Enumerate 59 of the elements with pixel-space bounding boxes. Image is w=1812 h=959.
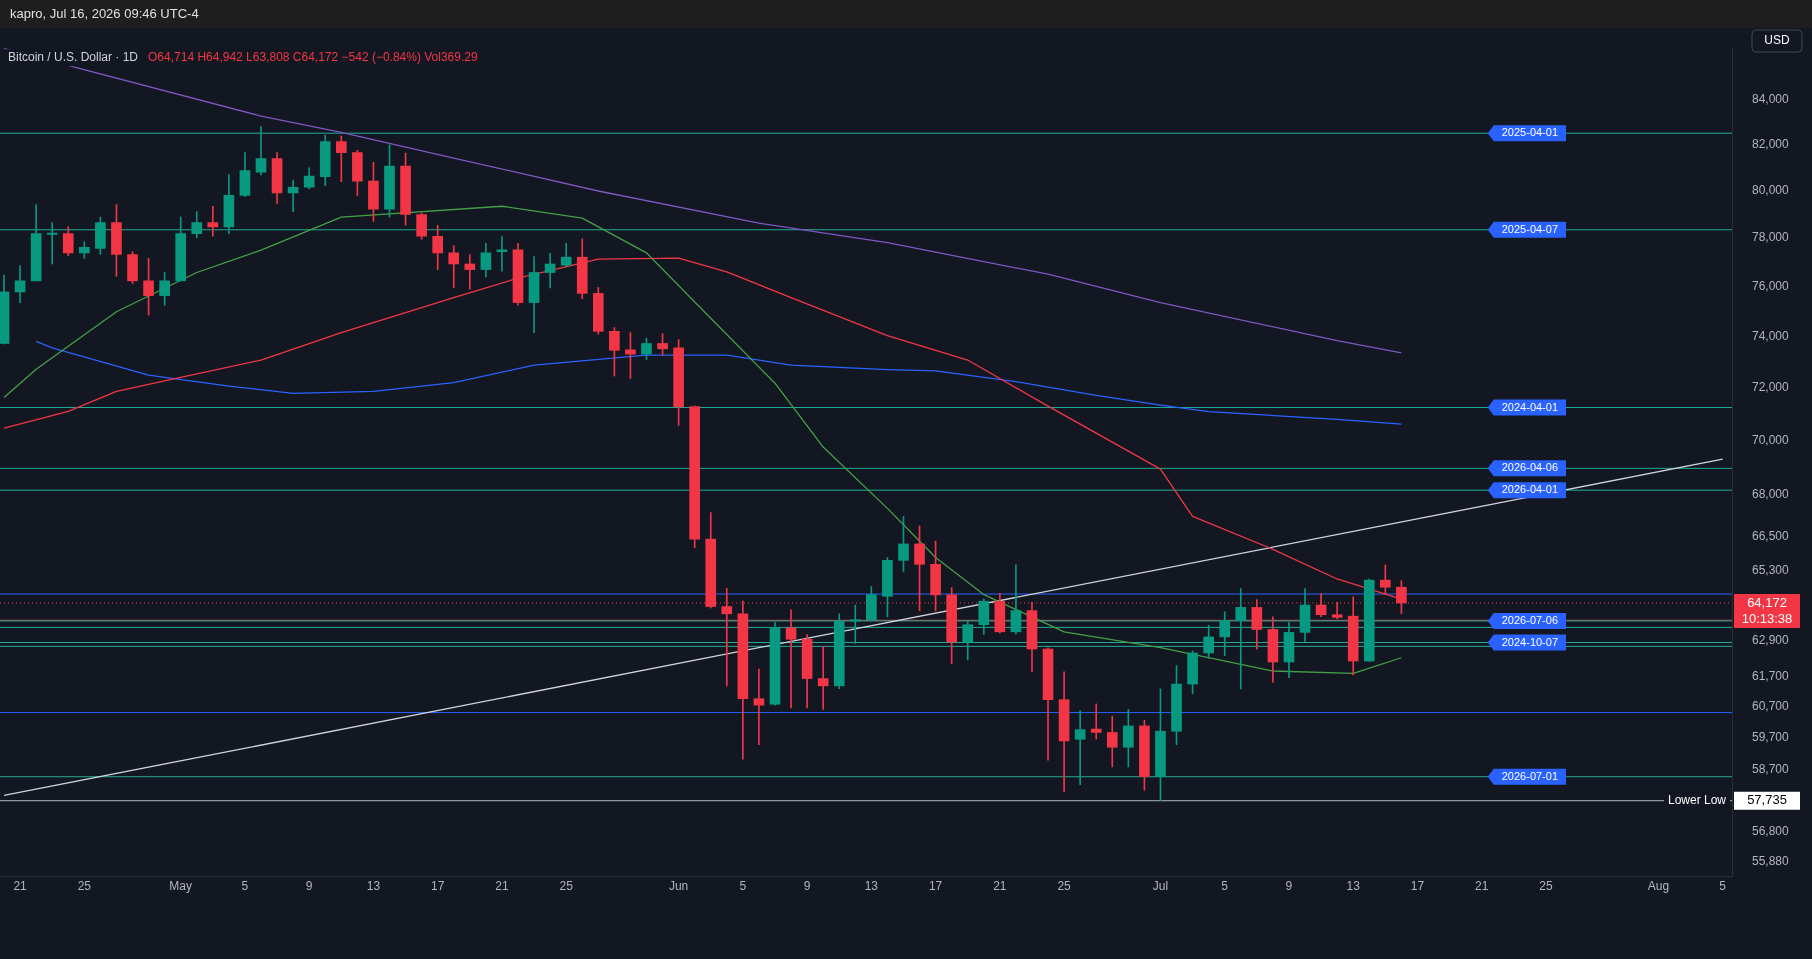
x-tick-label: 5 (241, 879, 249, 894)
x-tick-label: Aug (1647, 879, 1670, 894)
x-tick-label: 9 (305, 879, 313, 894)
x-tick-label: Jun (668, 879, 689, 894)
x-tick-label: 21 (495, 879, 509, 894)
y-tick-label: 58,700 (1752, 762, 1790, 777)
y-tick-label: 61,700 (1752, 668, 1790, 683)
ref-line-label: 64,172 (1747, 594, 1787, 610)
annotation: 2025-04-01 (1501, 126, 1559, 139)
x-tick-label: 25 (1539, 879, 1553, 894)
y-tick-label: 72,000 (1752, 379, 1790, 394)
annotation: 2026-07-01 (1501, 769, 1559, 782)
y-tick-label: 68,000 (1752, 486, 1790, 501)
x-tick-label: 21 (1475, 879, 1489, 894)
y-tick-label: 84,000 (1752, 91, 1790, 106)
y-tick-label: 78,000 (1752, 230, 1790, 245)
x-tick-label: 25 (559, 879, 574, 894)
x-tick-label: 21 (993, 879, 1007, 894)
y-tick-label: 60,700 (1752, 699, 1790, 714)
annotation: Lower Low (1667, 793, 1727, 808)
x-tick-label: 9 (803, 879, 811, 894)
text: USD (1764, 33, 1790, 48)
y-tick-label: 76,000 (1752, 278, 1790, 293)
x-tick-label: May (169, 879, 193, 894)
annotation: 2024-10-07 (1501, 635, 1559, 648)
text: kapro, Jul 16, 2026 09:46 UTC-4 (9, 5, 200, 23)
y-tick-label: 65,300 (1752, 562, 1790, 577)
x-tick-label: 17 (928, 879, 943, 894)
y-tick-label: 59,700 (1752, 730, 1790, 745)
x-tick-label: 17 (1410, 879, 1425, 894)
ref-line-label: 57,735 (1747, 792, 1787, 808)
chart-subtitle: O64,714 H64,942 L63,808 C64,172 −542 (−0.84%) Vol369.29 (148, 49, 478, 64)
x-tick-label: 9 (1285, 879, 1293, 894)
x-tick-label: 5 (1719, 879, 1727, 894)
annotation: 2026-04-06 (1501, 461, 1559, 474)
x-tick-label: 25 (77, 879, 92, 894)
y-tick-label: 66,500 (1752, 528, 1790, 543)
x-tick-label: 25 (1057, 879, 1072, 894)
annotation: 2024-04-01 (1501, 400, 1559, 413)
x-tick-label: 13 (366, 879, 381, 894)
y-tick-label: 80,000 (1752, 182, 1790, 197)
x-tick-label: 17 (431, 879, 445, 894)
x-tick-label: 21 (13, 879, 28, 894)
x-tick-label: 13 (864, 879, 879, 894)
annotation: 2026-04-01 (1501, 483, 1559, 496)
text: 10:13:38 (1741, 610, 1793, 626)
annotation: 2026-07-06 (1501, 613, 1559, 626)
chart-title: Bitcoin / U.S. Dollar · 1D (8, 49, 139, 64)
y-tick-label: 70,000 (1752, 432, 1790, 447)
x-tick-label: Jul (1152, 879, 1169, 894)
y-tick-label: 56,800 (1752, 823, 1790, 838)
y-tick-label: 62,900 (1752, 632, 1790, 647)
y-tick-label: 55,880 (1752, 854, 1790, 869)
x-tick-label: 5 (739, 879, 747, 894)
y-tick-label: 74,000 (1752, 328, 1790, 343)
x-tick-label: 5 (1221, 879, 1229, 894)
annotation: 2025-04-07 (1501, 222, 1559, 235)
x-tick-label: 13 (1346, 879, 1361, 894)
y-tick-label: 82,000 (1752, 136, 1790, 151)
